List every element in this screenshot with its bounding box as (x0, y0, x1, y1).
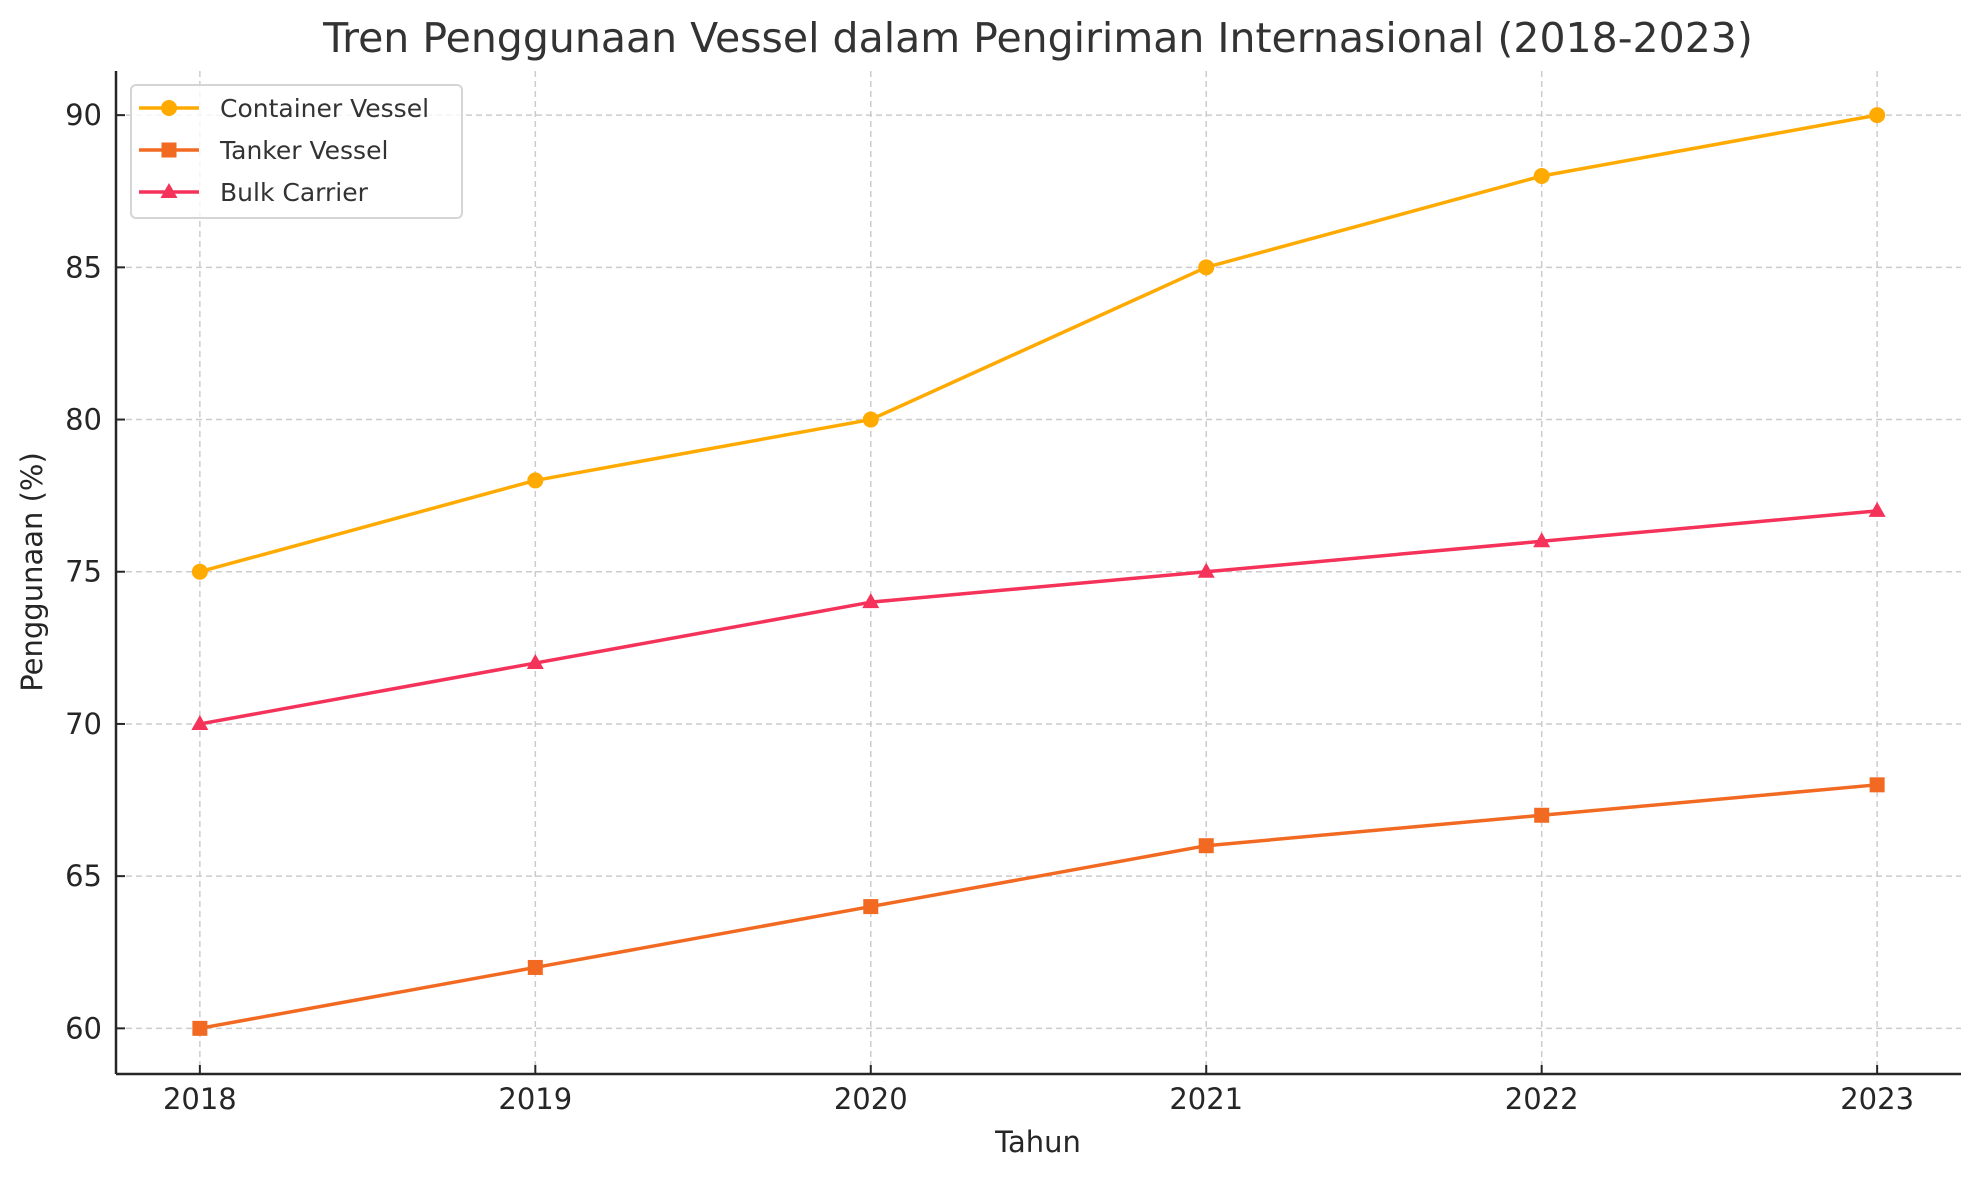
triangle-marker-icon (526, 654, 544, 670)
y-tick-label: 75 (65, 555, 102, 589)
series-tanker-vessel (192, 777, 1885, 1036)
circle-marker-icon (1869, 107, 1886, 124)
x-tick-label: 2023 (1840, 1082, 1914, 1116)
circle-marker-icon (527, 472, 544, 489)
legend-label: Tanker Vessel (219, 136, 388, 165)
square-marker-icon (1534, 807, 1550, 823)
legend: Container Vessel Tanker Vessel Bulk Carrie… (130, 84, 463, 219)
x-tick-label: 2021 (1169, 1082, 1243, 1116)
square-marker-icon (863, 899, 879, 915)
triangle-marker-icon (191, 714, 209, 730)
circle-marker-icon (1533, 168, 1550, 185)
series-line (199, 783, 1878, 1031)
y-axis-label: Penggunaan (%) (15, 452, 49, 692)
y-tick-label: 85 (65, 250, 102, 284)
y-tick-label: 70 (65, 707, 102, 741)
y-tick-label: 90 (65, 98, 102, 132)
circle-marker-icon (1198, 259, 1215, 276)
legend-label: Container Vessel (220, 94, 429, 123)
series-bulk-carrier (191, 501, 1886, 730)
axes (114, 71, 1961, 1076)
circle-marker-icon (191, 563, 208, 580)
square-marker-icon (192, 1020, 208, 1036)
square-marker-icon (1198, 838, 1214, 854)
triangle-marker-icon (1197, 562, 1215, 578)
x-tick-label: 2020 (834, 1082, 908, 1116)
square-marker-icon (527, 959, 543, 975)
chart-title: Tren Penggunaan Vessel dalam Pengiriman … (322, 14, 1753, 62)
y-axis-ticks: 60 65 70 75 80 85 90 (65, 98, 125, 1045)
circle-marker-icon (862, 411, 879, 428)
circle-marker-icon (161, 100, 177, 116)
triangle-marker-icon (862, 593, 880, 609)
legend-item: Container Vessel (139, 94, 429, 123)
data-series (191, 107, 1886, 1036)
series-container-vessel (191, 107, 1886, 580)
y-tick-label: 80 (65, 403, 102, 437)
y-tick-label: 60 (65, 1011, 102, 1045)
triangle-marker-icon (160, 183, 178, 198)
grid-lines (116, 71, 1961, 1074)
triangle-marker-icon (1533, 532, 1551, 548)
y-tick-label: 65 (65, 859, 102, 893)
triangle-marker-icon (1868, 501, 1886, 517)
series-line (199, 509, 1878, 726)
square-marker-icon (1869, 777, 1885, 793)
x-tick-label: 2022 (1505, 1082, 1579, 1116)
x-axis-ticks: 2018 2019 2020 2021 2022 2023 (163, 1065, 1914, 1116)
series-line (199, 113, 1878, 574)
x-tick-label: 2019 (498, 1082, 572, 1116)
legend-box (130, 84, 463, 219)
x-tick-label: 2018 (163, 1082, 237, 1116)
legend-label: Bulk Carrier (220, 178, 369, 207)
legend-item: Tanker Vessel (139, 136, 388, 165)
x-axis-label: Tahun (994, 1125, 1081, 1159)
square-marker-icon (161, 142, 177, 158)
legend-item: Bulk Carrier (139, 178, 369, 207)
